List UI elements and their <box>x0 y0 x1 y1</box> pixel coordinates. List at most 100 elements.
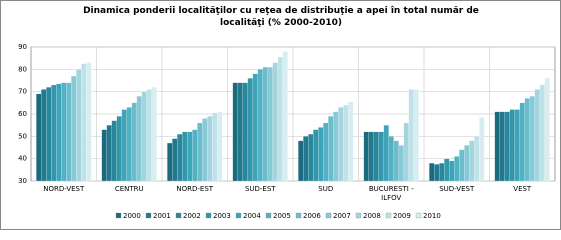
bar <box>192 129 198 182</box>
bar <box>479 117 485 182</box>
legend-label: 2006 <box>303 212 321 220</box>
bar <box>333 111 339 182</box>
bar <box>177 134 183 182</box>
bar <box>494 111 500 182</box>
bar <box>459 149 465 182</box>
bar <box>434 164 440 182</box>
legend-swatch <box>115 212 122 219</box>
bar <box>262 66 268 182</box>
legend-label: 2005 <box>273 212 291 220</box>
legend-label: 2010 <box>423 212 441 220</box>
legend-label: 2009 <box>393 212 411 220</box>
x-tick-label: SUD <box>318 185 334 193</box>
x-tick-label: BUCURESTI - ILFOV <box>368 185 414 202</box>
legend-label: 2008 <box>363 212 381 220</box>
bar <box>514 109 520 182</box>
bar <box>343 104 349 182</box>
bar <box>328 116 334 182</box>
legend-swatch <box>145 212 152 219</box>
bar <box>398 145 404 182</box>
bar <box>41 89 47 182</box>
bar <box>56 83 62 182</box>
y-tick-label: 30 <box>18 177 27 185</box>
bar <box>76 69 82 182</box>
bar <box>408 89 414 182</box>
legend-label: 2007 <box>333 212 351 220</box>
bar <box>363 131 369 182</box>
bar <box>51 84 57 182</box>
legend-swatch <box>415 212 422 219</box>
bar <box>101 129 107 182</box>
legend-swatch <box>265 212 272 219</box>
bar <box>257 69 263 182</box>
bar <box>46 87 52 182</box>
legend-swatch <box>325 212 332 219</box>
bar <box>66 82 72 182</box>
bar <box>519 102 525 182</box>
bar <box>217 111 223 182</box>
bar <box>141 91 147 182</box>
legend-label: 2004 <box>243 212 261 220</box>
bar <box>378 131 384 182</box>
bar <box>71 75 77 182</box>
bar <box>524 98 530 182</box>
x-tick-label: NORD-VEST <box>43 185 85 193</box>
x-tick-label: SUD-EST <box>244 185 276 193</box>
bar <box>277 56 283 182</box>
y-tick-label: 50 <box>18 132 27 140</box>
legend-swatch <box>355 212 362 219</box>
bar <box>81 63 87 182</box>
bar <box>202 118 208 182</box>
bar <box>403 122 409 182</box>
bar <box>464 145 470 182</box>
bar <box>61 82 67 182</box>
bar <box>509 109 515 182</box>
bar <box>242 82 248 182</box>
y-tick-label: 70 <box>18 88 27 96</box>
bar <box>388 136 394 182</box>
bar <box>303 136 309 182</box>
bar <box>116 116 122 182</box>
y-tick-label: 60 <box>18 110 27 118</box>
bar <box>323 122 329 182</box>
bar <box>111 120 117 182</box>
bar <box>197 122 203 182</box>
bar <box>86 62 92 182</box>
bar <box>282 51 288 182</box>
x-tick-label: NORD-EST <box>176 185 214 193</box>
bar <box>106 125 112 182</box>
legend-label: 2002 <box>183 212 201 220</box>
legend-swatch <box>175 212 182 219</box>
bar <box>267 66 273 182</box>
bar <box>167 142 173 182</box>
bar <box>499 111 505 182</box>
bar <box>529 96 535 182</box>
legend-label: 2000 <box>123 212 141 220</box>
bar <box>539 84 545 182</box>
bar <box>308 134 314 182</box>
bar <box>338 107 344 182</box>
y-tick-label: 80 <box>18 65 27 73</box>
bar <box>252 73 258 182</box>
bar <box>272 62 278 182</box>
bar <box>474 136 480 182</box>
bar <box>172 138 178 182</box>
bar <box>131 102 137 182</box>
bar <box>534 89 540 182</box>
y-tick-label: 90 <box>18 43 27 51</box>
bar <box>504 111 510 182</box>
bar <box>247 78 253 182</box>
bar <box>207 116 213 182</box>
bar <box>212 112 218 182</box>
bar <box>151 87 157 182</box>
bar <box>373 131 379 182</box>
bar <box>439 163 445 182</box>
bar <box>429 163 435 182</box>
bar <box>182 131 188 182</box>
bar <box>444 158 450 182</box>
bar <box>393 140 399 182</box>
bar <box>313 129 319 182</box>
legend-swatch <box>235 212 242 219</box>
legend-label: 2001 <box>153 212 171 220</box>
bar <box>126 107 132 182</box>
